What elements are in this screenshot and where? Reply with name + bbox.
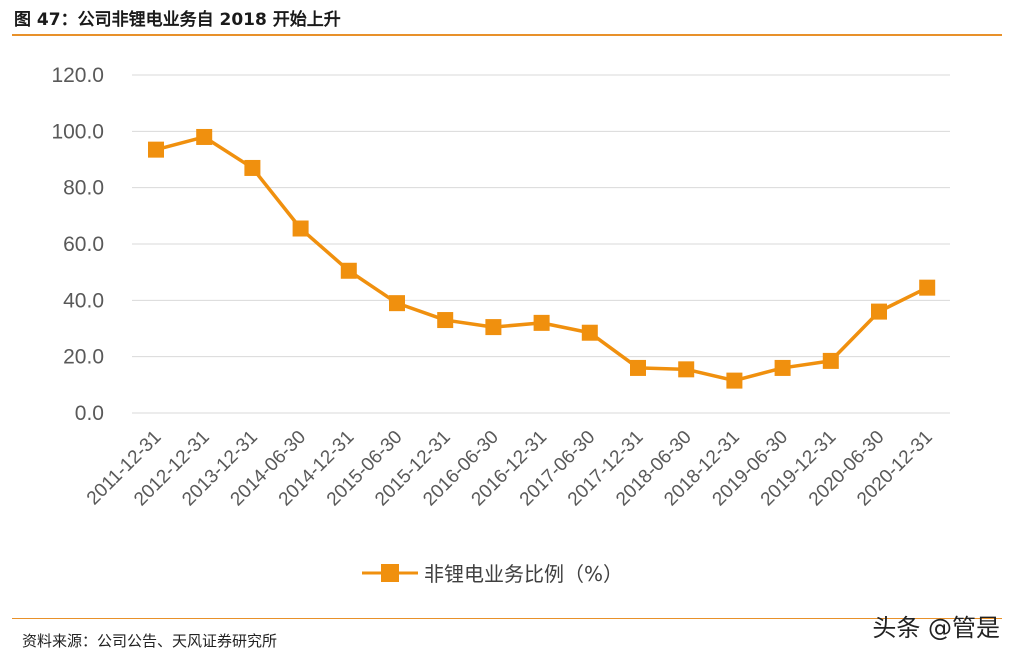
data-point: [581, 324, 598, 341]
y-tick-label: 20.0: [63, 346, 104, 369]
data-point: [678, 361, 695, 378]
data-point: [244, 159, 261, 176]
data-point: [774, 359, 791, 376]
y-tick-label: 40.0: [63, 289, 104, 312]
data-point: [340, 262, 357, 279]
legend-label: 非锂电业务比例（%）: [424, 562, 623, 586]
data-point: [726, 372, 743, 389]
data-point: [389, 295, 405, 312]
data-point: [919, 279, 936, 296]
data-point: [822, 352, 839, 369]
data-point: [196, 128, 213, 145]
data-point: [871, 303, 887, 320]
data-point: [437, 312, 454, 329]
data-point: [148, 141, 164, 158]
legend: 非锂电业务比例（%）: [362, 562, 623, 586]
figure-title: 图 47：公司非锂电业务自 2018 开始上升: [14, 10, 341, 30]
y-axis-ticks: 0.0 20.0 40.0 60.0 80.0 100.0 120.0: [51, 64, 104, 425]
header-rule: [12, 34, 1002, 36]
footer-rule: [12, 618, 1002, 619]
y-tick-label: 60.0: [63, 233, 104, 256]
data-point: [292, 220, 309, 237]
series-line: [155, 135, 928, 383]
y-tick-label: 0.0: [75, 402, 104, 425]
watermark: 头条 @管是: [872, 614, 1000, 642]
x-axis-ticks: 2011-12-312012-12-312013-12-312014-06-30…: [83, 427, 937, 511]
series-layer: [148, 128, 936, 389]
source-note: 资料来源：公司公告、天风证券研究所: [22, 632, 278, 650]
y-tick-label: 80.0: [63, 177, 104, 200]
data-point: [630, 359, 646, 376]
data-point: [485, 319, 502, 336]
data-point: [533, 314, 550, 331]
y-tick-label: 100.0: [51, 120, 104, 143]
y-tick-label: 120.0: [51, 64, 104, 87]
legend-marker: [381, 564, 399, 582]
